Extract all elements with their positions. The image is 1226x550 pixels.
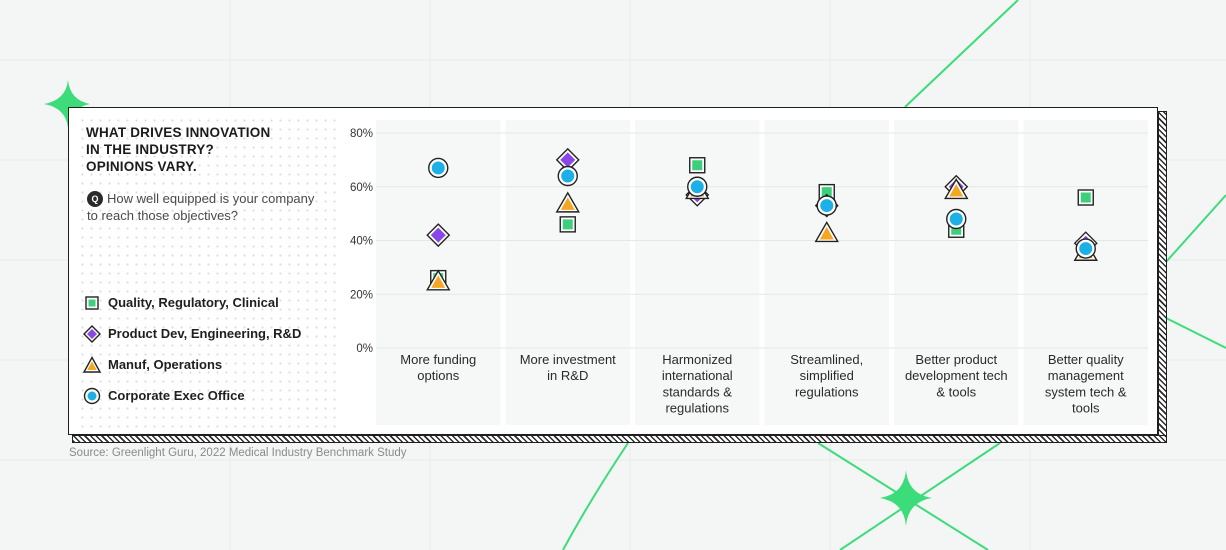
triangle-marker	[426, 269, 451, 291]
category-column	[894, 120, 1019, 425]
y-tick-label: 80%	[350, 128, 373, 140]
dot-pattern	[78, 116, 340, 428]
legend-label: Product Dev, Engineering, R&D	[108, 326, 302, 341]
triangle-marker	[944, 178, 969, 200]
circle-marker	[687, 176, 708, 197]
x-category-label: Streamlined, simplified regulations	[790, 352, 863, 399]
card-shadow-bottom	[72, 435, 1167, 443]
diamond-marker-icon	[83, 325, 101, 343]
circle-marker	[1075, 238, 1096, 259]
question-block: Q How well equipped is your company to re…	[87, 191, 327, 224]
square-marker	[1077, 189, 1094, 206]
x-category-label: Better quality management system tech & too…	[1045, 352, 1127, 416]
accent-line	[904, 0, 1019, 108]
square-marker	[689, 157, 706, 174]
sparkle-icon	[880, 470, 932, 526]
legend-label: Manuf, Operations	[108, 357, 223, 372]
chart-title: WHAT DRIVES INNOVATION IN THE INDUSTRY? …	[86, 125, 271, 174]
circle-marker-icon	[83, 387, 101, 405]
category-column	[764, 120, 889, 425]
circle-marker	[816, 195, 837, 216]
x-category-label: Harmonized international standards & regula…	[662, 352, 733, 416]
question-text: How well equipped is your company to rea…	[87, 191, 315, 223]
square-marker	[559, 216, 576, 233]
triangle-marker-icon	[83, 356, 101, 373]
circle-marker	[557, 165, 578, 187]
circle-marker	[428, 157, 449, 179]
y-tick-label: 40%	[350, 236, 373, 248]
diamond-marker	[426, 223, 451, 248]
y-tick-label: 20%	[350, 289, 373, 301]
source-note: Source: Greenlight Guru, 2022 Medical In…	[69, 447, 407, 459]
accent-line	[562, 442, 629, 550]
y-tick-label: 0%	[356, 343, 373, 355]
accent-line	[1165, 317, 1226, 349]
triangle-marker	[814, 221, 839, 243]
x-category-label: More investment in R&D	[520, 352, 616, 383]
circle-marker	[946, 208, 967, 230]
y-tick-label: 60%	[350, 182, 373, 194]
square-marker-icon	[85, 296, 99, 310]
legend-label: Corporate Exec Office	[108, 388, 245, 403]
x-category-label: More funding options	[400, 352, 476, 383]
x-category-label: Better product development tech & tools	[905, 352, 1008, 399]
accent-line	[1165, 194, 1226, 263]
triangle-marker	[555, 191, 580, 213]
legend-label: Quality, Regulatory, Clinical	[108, 295, 279, 310]
category-column	[1023, 120, 1148, 425]
sparkle-icon	[44, 80, 90, 128]
question-badge: Q	[87, 191, 103, 207]
